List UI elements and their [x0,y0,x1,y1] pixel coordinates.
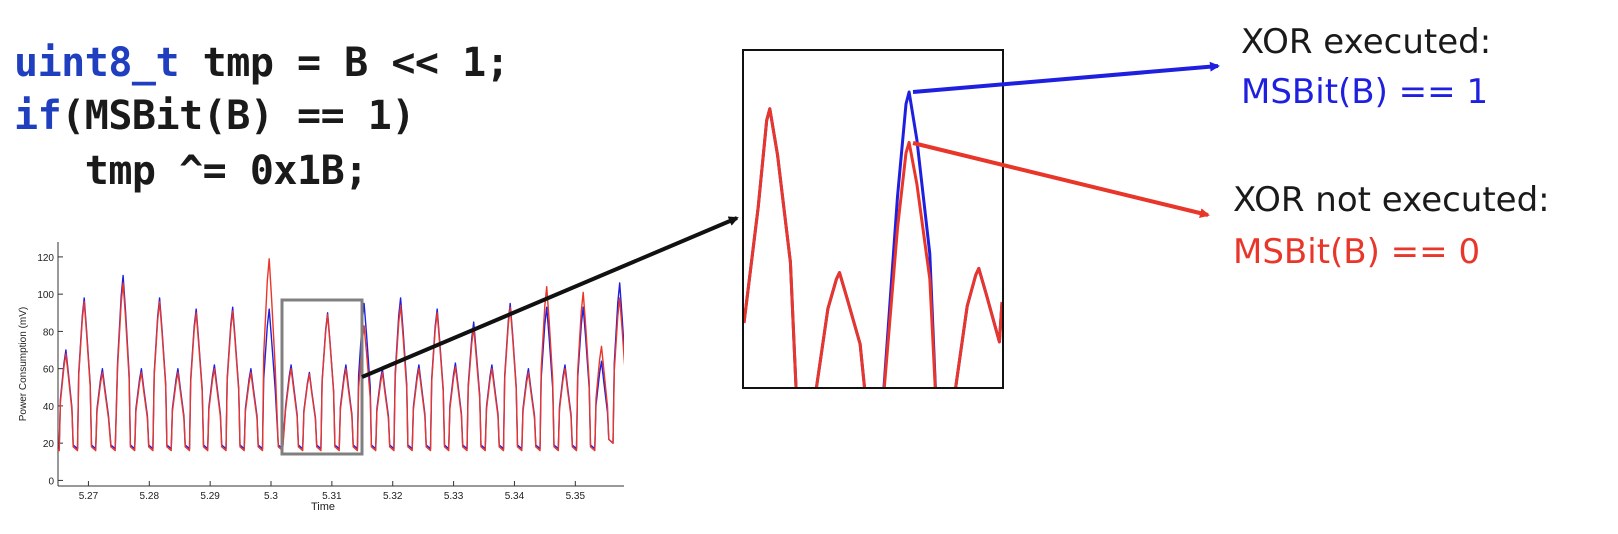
zoom-panel [742,49,1004,389]
code-line-1: uint8_t tmp = B << 1; [14,40,510,86]
x-tick-label: 5.27 [79,491,99,502]
code-keyword-uint8: uint8_t [14,40,180,86]
code-text: tmp = B << 1; [179,40,510,86]
y-tick-label: 40 [43,402,55,413]
zoom-trace-not-executed [744,107,1002,387]
trace-line-not-executed [58,258,624,452]
y-tick-label: 0 [48,476,54,487]
xor-executed-condition: MSBit(B) == 1 [1241,72,1489,112]
x-tick-label: 5.33 [444,491,464,502]
xor-not-executed-title: XOR not executed: [1233,180,1550,220]
code-line-2: if(MSBit(B) == 1) [14,93,415,139]
executed-arrow [912,61,1220,94]
y-tick-label: 80 [43,327,55,338]
x-tick-label: 5.32 [383,491,403,502]
power-trace-chart: 0 20 40 60 80 100 120 5.27 5.28 5.29 5.3 5.31 5.32 5… [18,242,624,513]
x-tick-label: 5.3 [264,491,278,502]
code-line-3: tmp ^= 0x1B; [14,148,368,194]
x-tick-label: 5.34 [505,491,525,502]
code-keyword-if: if [14,93,62,139]
xor-not-executed-condition: MSBit(B) == 0 [1233,232,1481,272]
xor-executed-title: XOR executed: [1241,22,1492,62]
x-tick-label: 5.35 [566,491,586,502]
x-tick-label: 5.29 [200,491,220,502]
y-tick-label: 120 [37,253,54,264]
x-tick-label: 5.31 [322,491,342,502]
y-tick-label: 60 [43,365,55,376]
y-axis-label: Power Consumption (mV) [18,307,29,421]
code-text: (MSBit(B) == 1) [61,93,415,139]
x-tick-label: 5.28 [140,491,160,502]
zoom-arrow [361,216,739,379]
y-tick-label: 100 [37,290,54,301]
not-executed-arrow [912,141,1210,218]
y-tick-label: 20 [43,439,55,450]
x-axis-label: Time [311,501,335,513]
code-text: tmp ^= 0x1B; [14,148,368,194]
